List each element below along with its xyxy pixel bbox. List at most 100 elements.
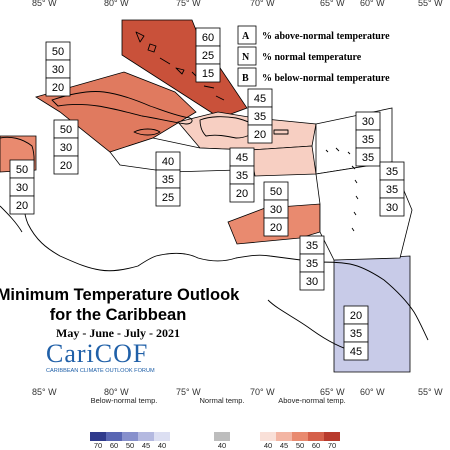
colorbar-below-label: Below-normal temp. [91, 396, 158, 405]
prob-box-cuba: 50 30 20 [53, 119, 79, 175]
prob-below: 20 [270, 222, 282, 234]
lon-label-55w-bottom: 55° W [418, 387, 443, 397]
prob-normal: 35 [236, 170, 248, 182]
prob-box-hispaniola: 45 35 20 [247, 88, 273, 144]
colorbar-tick-above-3: 60 [312, 441, 320, 450]
map-title-line1: Minimum Temperature Outlook [0, 286, 240, 304]
prob-below: 20 [254, 129, 266, 141]
prob-below: 20 [52, 82, 64, 94]
key-text-b: % below-normal temperature [262, 73, 390, 84]
lon-label-65w: 65° W [320, 0, 345, 8]
lon-label-80w: 80° W [104, 0, 129, 8]
lon-label-70w: 70° W [250, 0, 275, 8]
colorbar-swatch-above-1 [276, 432, 292, 441]
lon-label-75w-bottom: 75° W [176, 387, 201, 397]
prob-box-leeward-islands: 30 35 35 [355, 111, 381, 167]
colorbar-swatch-above-2 [292, 432, 308, 441]
colorbar-tick-below-0: 70 [94, 441, 102, 450]
region-puerto-rico [249, 145, 317, 177]
key-text-a: % above-normal temperature [262, 31, 390, 42]
lon-label-60w: 60° W [360, 0, 385, 8]
prob-below: 20 [60, 160, 72, 172]
prob-above: 50 [60, 124, 72, 136]
land-jamaica [133, 128, 161, 136]
colorbar-swatch-below-4 [154, 432, 170, 441]
prob-above: 60 [202, 32, 214, 44]
prob-above: 20 [350, 310, 362, 322]
lon-label-55w: 55° W [418, 0, 443, 8]
prob-below: 20 [16, 200, 28, 212]
prob-box-northwest-caribbean: 50 30 20 [45, 41, 71, 97]
colorbar-ticks: 70 60 50 45 40 40 40 45 50 60 70 [94, 441, 336, 450]
prob-box-bahamas: 60 25 15 [195, 27, 221, 83]
colorbar-tick-normal-0: 40 [218, 441, 226, 450]
key-letter-n: N [242, 52, 250, 63]
prob-above: 40 [162, 156, 174, 168]
prob-normal: 25 [202, 50, 214, 62]
colorbar-swatch-above-4 [324, 432, 340, 441]
probability-boxes: 60 25 15 50 30 20 50 30 20 40 35 25 45 3… [9, 27, 405, 361]
lon-label-85w: 85° W [32, 0, 57, 8]
prob-box-windward-islands: 35 35 30 [299, 235, 325, 291]
colorbar-swatch-below-2 [122, 432, 138, 441]
land-bahamas-islands [135, 31, 225, 101]
region-bahamas [121, 19, 248, 119]
prob-box-belize: 50 30 20 [9, 159, 35, 215]
lon-label-70w-bottom: 70° W [250, 387, 275, 397]
lon-label-75w: 75° W [176, 0, 201, 8]
colorbar-swatch-above-0 [260, 432, 276, 441]
prob-above: 50 [16, 164, 28, 176]
prob-normal: 35 [254, 111, 266, 123]
prob-below: 25 [162, 192, 174, 204]
key-letter-b: B [242, 73, 249, 84]
prob-above: 50 [52, 46, 64, 58]
caricof-logo-text: CariCOF [46, 339, 148, 368]
prob-normal: 35 [386, 184, 398, 196]
prob-below: 15 [202, 68, 214, 80]
prob-above: 45 [236, 152, 248, 164]
colorbar-above-label: Above-normal temp. [278, 396, 346, 405]
lon-label-65w-bottom: 65° W [320, 387, 345, 397]
colorbar-swatch-above-3 [308, 432, 324, 441]
colorbar-tick-above-2: 50 [296, 441, 304, 450]
prob-below: 30 [386, 202, 398, 214]
colorbar-tick-below-4: 40 [158, 441, 166, 450]
prob-normal: 30 [270, 204, 282, 216]
prob-normal: 35 [162, 174, 174, 186]
map-title-line2: for the Caribbean [50, 306, 187, 324]
prob-below: 30 [306, 276, 318, 288]
colorbar-tick-above-4: 70 [328, 441, 336, 450]
prob-box-puerto-rico: 45 35 20 [229, 147, 255, 203]
lon-label-60w-bottom: 60° W [360, 387, 385, 397]
colorbar-tick-below-3: 45 [142, 441, 150, 450]
map-subtitle: May - June - July - 2021 [56, 326, 180, 340]
prob-box-abc-islands: 50 30 20 [263, 181, 289, 237]
lon-label-85w-bottom: 85° W [32, 387, 57, 397]
land-central-america [0, 136, 157, 272]
land-cuba [51, 91, 193, 125]
key-letter-a: A [242, 31, 250, 42]
prob-above: 30 [362, 116, 374, 128]
colorbar-tick-above-0: 40 [264, 441, 272, 450]
prob-box-guianas: 20 35 45 [343, 305, 369, 361]
colorbar-swatches [90, 432, 340, 441]
prob-above: 35 [386, 166, 398, 178]
region-hispaniola [177, 111, 317, 151]
colorbar-swatch-below-3 [138, 432, 154, 441]
land-puerto-rico [273, 129, 289, 135]
caricof-logo-subtext: CARIBBEAN CLIMATE OUTLOOK FORUM [46, 368, 155, 374]
longitude-labels: 85° W 80° W 75° W 70° W 65° W 60° W 55° … [32, 0, 443, 397]
prob-normal: 35 [362, 134, 374, 146]
colorbar-normal-label: Normal temp. [199, 396, 244, 405]
prob-normal: 30 [60, 142, 72, 154]
prob-below: 45 [350, 346, 362, 358]
land-lesser-antilles [325, 147, 359, 232]
title-block: Minimum Temperature Outlook for the Cari… [0, 286, 240, 374]
prob-box-jamaica-channel: 40 35 25 [155, 151, 181, 207]
colorbar-tick-above-1: 45 [280, 441, 288, 450]
prob-normal: 35 [306, 258, 318, 270]
colorbar: Below-normal temp. Normal temp. Above-no… [90, 396, 346, 450]
prob-above: 50 [270, 186, 282, 198]
prob-below: 35 [362, 152, 374, 164]
